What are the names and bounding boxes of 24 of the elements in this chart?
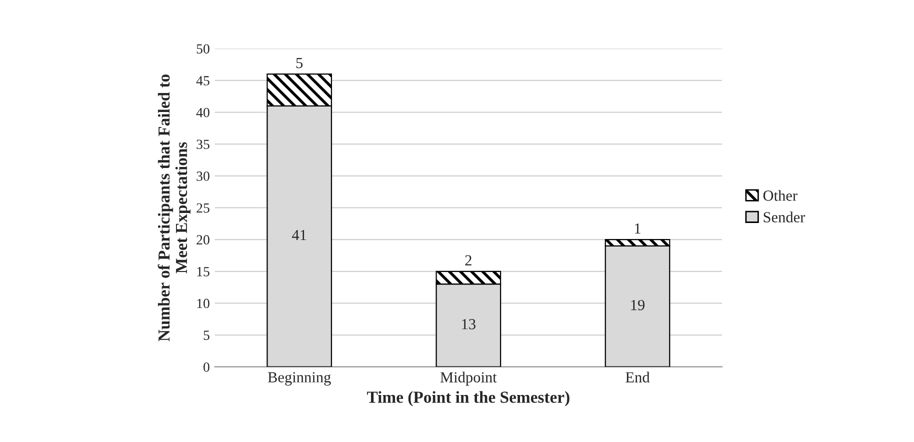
y-tick-label: 20 xyxy=(196,235,210,245)
x-axis-title: Time (Point in the Semester) xyxy=(367,391,570,406)
y-tick-label: 0 xyxy=(204,362,210,372)
data-label: 41 xyxy=(292,230,306,240)
x-tick-label: End xyxy=(626,372,650,382)
y-tick-label: 15 xyxy=(197,267,210,276)
y-tick-label: 50 xyxy=(196,44,210,54)
y-tick-label: 40 xyxy=(196,108,210,118)
y-tick-label: 45 xyxy=(196,76,210,86)
x-tick-label: Midpoint xyxy=(440,372,497,386)
data-label: 19 xyxy=(631,300,645,310)
data-label: 1 xyxy=(635,223,640,234)
legend-label: Sender xyxy=(764,212,806,222)
y-tick-label: 5 xyxy=(204,330,210,340)
legend-label: Other xyxy=(763,190,798,201)
y-tick-label: 30 xyxy=(196,172,210,181)
data-label: 2 xyxy=(465,255,472,266)
data-label: 5 xyxy=(296,58,303,68)
y-tick-label: 10 xyxy=(197,298,210,308)
y-axis-title: Number of Participants that Failed to Meet Expectations xyxy=(158,74,190,342)
y-tick-label: 35 xyxy=(196,140,210,150)
x-tick-label: Beginning xyxy=(268,372,331,386)
y-tick-label: 25 xyxy=(196,203,210,213)
data-label: 13 xyxy=(462,319,476,330)
